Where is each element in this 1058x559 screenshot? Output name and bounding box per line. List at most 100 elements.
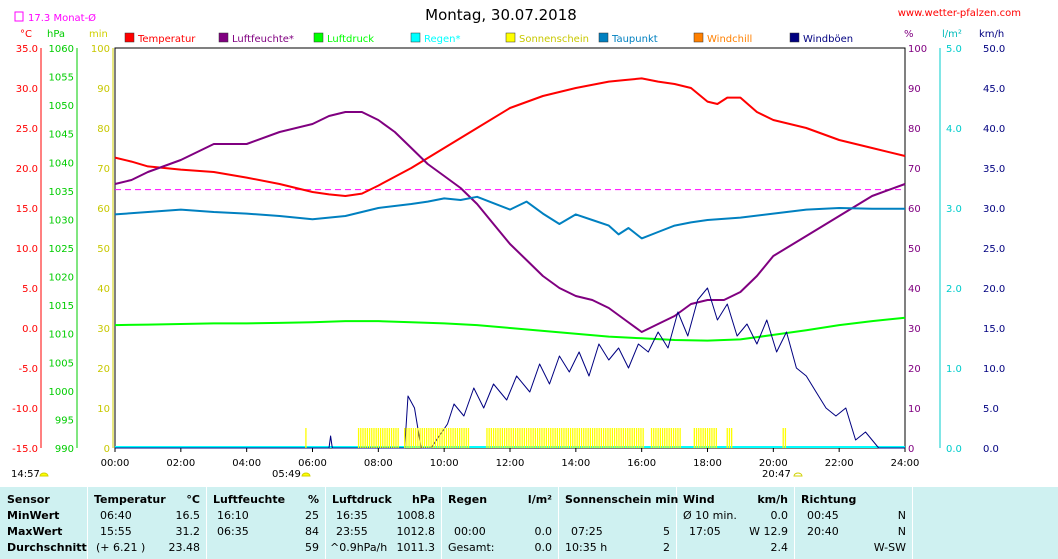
month-avg-icon	[14, 11, 24, 22]
sun-avg-value: 2	[663, 541, 670, 554]
minutes-axis-tick: 30	[97, 324, 110, 335]
stats-header-humidity: Luftfeuchte	[213, 493, 286, 506]
time-tick-label: 12:00	[496, 458, 525, 469]
time-tick-label: 10:00	[430, 458, 459, 469]
pressure-axis-tick: 1060	[49, 44, 74, 55]
press-avg-value: 1011.3	[396, 541, 436, 554]
stats-unit-wind: km/h	[757, 493, 788, 506]
time-tick-label: 02:00	[166, 458, 195, 469]
temp-axis-tick: 15.0	[16, 204, 38, 215]
stats-col-sunshine: Sonnenschein min 07:25 5 10:35 h 2	[559, 487, 678, 559]
legend-label: Windchill	[707, 34, 752, 45]
pressure-axis-tick: 1015	[49, 301, 74, 312]
legend-swatch	[313, 32, 324, 43]
luftfeuchte-series-line	[114, 111, 906, 333]
humidity-axis-tick: 30	[908, 324, 921, 335]
chart-area: Montag, 30.07.2018 www.wetter-pfalzen.co…	[11, 6, 1021, 480]
minutes-axis-tick: 20	[97, 364, 110, 375]
pressure-axis-tick: 990	[55, 444, 74, 455]
wind-max-value: W 12.9	[749, 525, 788, 538]
legend-swatch	[218, 32, 229, 43]
time-tick-label: 00:00	[101, 458, 130, 469]
sun-total-hours: 10:35 h	[565, 541, 608, 554]
temp-axis-tick: 35.0	[16, 44, 38, 55]
website-label: www.wetter-pfalzen.com	[898, 8, 1021, 19]
unit-temp: °C	[20, 29, 32, 40]
day-length-label: 14:57	[11, 469, 40, 480]
legend-label: Sonnenschein	[519, 34, 589, 45]
unit-wind: km/h	[979, 29, 1004, 40]
stats-header-temperature: Temperatur	[94, 493, 166, 506]
temp-axis-tick: 20.0	[16, 164, 38, 175]
temp-axis-tick: 25.0	[16, 124, 38, 135]
minutes-axis-tick: 100	[91, 44, 110, 55]
wind-axis-tick: 20.0	[983, 284, 1005, 295]
legend-swatch	[410, 32, 421, 43]
wind-avg10-value: 0.0	[770, 509, 789, 522]
temp-axis-tick: 30.0	[16, 84, 38, 95]
press-max-value: 1012.8	[396, 525, 436, 538]
temp-avg-value: 23.48	[168, 541, 201, 554]
legend-label: Regen*	[424, 34, 461, 45]
legend-swatch	[124, 32, 135, 43]
dir-avg-value: W-SW	[873, 541, 906, 554]
stats-col-temperature: Temperatur °C 06:40 16.5 15:55 31.2 (+ 6…	[88, 487, 207, 559]
humidity-axis-tick: 50	[908, 244, 921, 255]
pressure-axis-tick: 1000	[49, 387, 74, 398]
humidity-axis-tick: 40	[908, 284, 921, 295]
dir-max-value: N	[897, 525, 906, 538]
sunset-label: 20:47	[762, 469, 791, 480]
pressure-axis-tick: 1025	[49, 244, 74, 255]
wind-day-avg-value: 2.4	[770, 541, 789, 554]
temp-max-value: 31.2	[175, 525, 201, 538]
minutes-axis-tick: 90	[97, 84, 110, 95]
hum-min-time: 16:10	[217, 509, 249, 522]
temp-min-time: 06:40	[100, 509, 132, 522]
dir-min-time: 00:45	[807, 509, 839, 522]
pressure-axis-tick: 1040	[49, 158, 74, 169]
temperatur-series-line	[114, 77, 906, 197]
time-tick-label: 14:00	[561, 458, 590, 469]
stats-header-rain: Regen	[448, 493, 488, 506]
legend-label: Temperatur	[137, 34, 196, 45]
pressure-axis-tick: 1055	[49, 73, 74, 84]
time-tick-label: 08:00	[364, 458, 393, 469]
legend-swatch	[693, 32, 704, 43]
pressure-axis-tick: 1050	[49, 101, 74, 112]
legend-label: Luftfeuchte*	[232, 34, 294, 45]
press-min-time: 16:35	[336, 509, 368, 522]
temp-axis-tick: 5.0	[22, 284, 38, 295]
temp-axis-tick: -5.0	[18, 364, 38, 375]
rain-axis-tick: 3.0	[946, 204, 962, 215]
time-tick-label: 06:00	[298, 458, 327, 469]
wind-axis-tick: 15.0	[983, 324, 1005, 335]
pressure-axis-tick: 1020	[49, 273, 74, 284]
humidity-axis-tick: 100	[908, 44, 927, 55]
humidity-axis-tick: 70	[908, 164, 921, 175]
legend-swatch	[598, 32, 609, 43]
sun-max-value: 5	[663, 525, 670, 538]
temp-min-value: 16.5	[175, 509, 201, 522]
stats-col-sensor: Sensor MinWert MaxWert Durchschnitt	[0, 487, 88, 559]
rain-axis-tick: 1.0	[946, 364, 962, 375]
wind-axis-tick: 50.0	[983, 44, 1005, 55]
rain-axis-tick: 5.0	[946, 44, 962, 55]
humidity-axis-tick: 10	[908, 404, 921, 415]
minutes-axis-tick: 40	[97, 284, 110, 295]
humidity-axis-tick: 90	[908, 84, 921, 95]
stats-row-min: MinWert	[7, 509, 60, 522]
wind-axis-tick: 10.0	[983, 364, 1005, 375]
stats-row-max: MaxWert	[7, 525, 63, 538]
legend-label: Windböen	[803, 34, 853, 45]
temp-axis-tick: -10.0	[12, 404, 38, 415]
stats-unit-rain: l/m²	[527, 493, 552, 506]
time-tick-label: 18:00	[693, 458, 722, 469]
pressure-axis-tick: 1010	[49, 330, 74, 341]
minutes-axis-tick: 10	[97, 404, 110, 415]
sun-icon-daylength	[39, 472, 49, 477]
legend-label: Taupunkt	[611, 34, 658, 45]
time-tick-label: 22:00	[825, 458, 854, 469]
wind-axis-tick: 5.0	[983, 404, 999, 415]
sun-max-time: 07:25	[571, 525, 603, 538]
press-max-time: 23:55	[336, 525, 368, 538]
